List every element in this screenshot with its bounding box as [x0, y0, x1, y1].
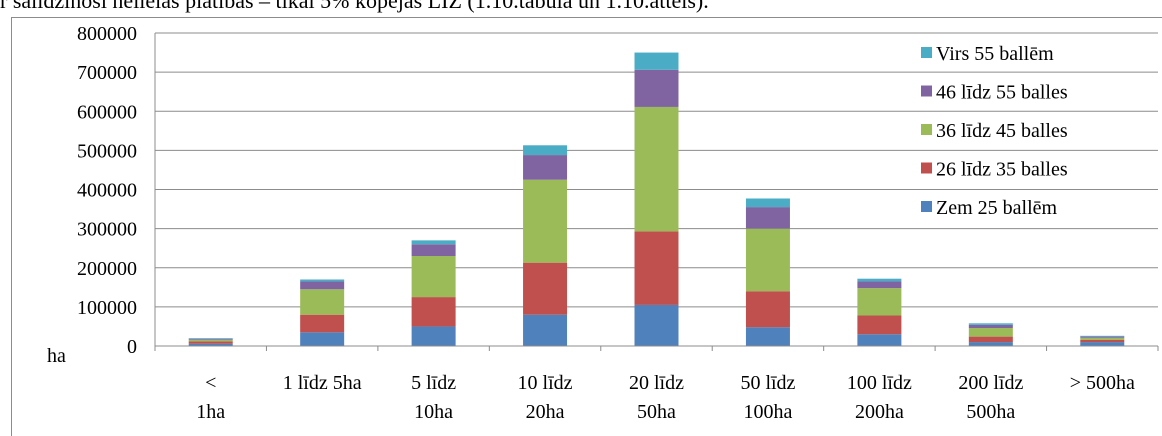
x-tick-label: 500ha [966, 401, 1015, 423]
bar-segment [300, 289, 345, 315]
bar-segment [1080, 336, 1125, 338]
bar-segment [1080, 335, 1125, 337]
x-tick-label: 100ha [743, 401, 792, 423]
legend-swatch [921, 162, 932, 174]
bar-segment [1080, 339, 1125, 343]
y-tick-label: 700000 [77, 62, 137, 84]
y-tick-label: 400000 [77, 180, 137, 202]
y-tick-label: 600000 [77, 101, 137, 123]
x-tick-label: 200 līdz [958, 372, 1023, 394]
bar-segment [188, 338, 233, 340]
bar-segment [411, 244, 456, 257]
bar-segment [411, 297, 456, 327]
bar-segment [523, 145, 568, 156]
y-tick-label: 100000 [77, 297, 137, 319]
bar-segment [745, 198, 790, 208]
bar-segment [968, 342, 1013, 346]
legend-label: 36 līdz 45 balles [936, 120, 1068, 142]
bar-segment [857, 278, 902, 282]
x-tick-label: 50 līdz [740, 372, 795, 394]
x-tick-label: 20ha [526, 401, 565, 423]
bar-segment [300, 281, 345, 290]
bar-segment [857, 281, 902, 289]
legend-swatch [921, 124, 932, 135]
y-tick-label: 300000 [77, 219, 137, 241]
bar-segment [188, 339, 233, 342]
chart-frame [11, 17, 1162, 436]
x-tick-label: 20 līdz [629, 372, 684, 394]
x-tick-label: 1ha [196, 401, 225, 423]
x-tick-label: 10 līdz [518, 372, 573, 394]
caption-text: r salīdzinoši nelielās platības – tikai … [0, 0, 709, 13]
bar-segment [968, 336, 1013, 343]
bar-segment [634, 304, 679, 346]
bar-segment [1080, 342, 1125, 346]
legend-label: Virs 55 ballēm [936, 43, 1054, 65]
x-tick-label: 100 līdz [847, 372, 912, 394]
bar-segment [634, 52, 679, 70]
bar-segment [411, 240, 456, 245]
bar-segment [1080, 337, 1125, 340]
x-tick-label: 5 līdz [411, 372, 456, 394]
bar-segment [745, 207, 790, 229]
axes [154, 33, 1159, 351]
bar-segment [188, 341, 233, 344]
bars [188, 52, 1125, 346]
bar-segment [634, 69, 679, 107]
bar-segment [857, 288, 902, 316]
x-tick-label: < [205, 372, 216, 394]
y-tick-label: 800000 [77, 23, 137, 45]
bar-segment [745, 327, 790, 346]
bar-segment [857, 315, 902, 335]
bar-segment [634, 231, 679, 305]
y-axis-label: ha [47, 345, 66, 367]
bar-segment [968, 324, 1013, 329]
x-tick-label: 10ha [414, 401, 453, 423]
bar-segment [968, 328, 1013, 337]
bar-segment [188, 338, 233, 339]
x-tick-label: 200ha [855, 401, 904, 423]
legend-label: 46 līdz 55 balles [936, 82, 1068, 104]
x-tick-label: > 500ha [1070, 372, 1135, 394]
y-tick-label: 0 [127, 336, 137, 358]
legend-swatch [921, 85, 932, 97]
bar-segment [968, 323, 1013, 325]
bar-segment [188, 343, 233, 346]
y-tick-labels: 0 100000 200000 300000 400000 500000 600000 700… [77, 23, 137, 358]
bar-segment [523, 262, 568, 315]
bar-segment [411, 326, 456, 346]
legend-swatch [921, 47, 932, 58]
bar-segment [300, 314, 345, 333]
bar-segment [857, 334, 902, 346]
y-tick-label: 200000 [77, 258, 137, 280]
x-tick-label: 50ha [637, 401, 676, 423]
x-tick-label: 1 līdz 5ha [283, 372, 362, 394]
bar-segment [300, 279, 345, 282]
bar-segment [411, 256, 456, 298]
bar-segment [745, 291, 790, 328]
bar-segment [523, 179, 568, 263]
legend-label: Zem 25 ballēm [936, 197, 1058, 219]
bar-segment [634, 106, 679, 232]
bar-segment [523, 314, 568, 346]
legend-label: 26 līdz 35 balles [936, 159, 1068, 181]
bar-segment [523, 155, 568, 180]
legend-swatch [921, 201, 932, 212]
x-tick-labels: < 1ha 1 līdz 5ha 5 līdz 10ha 10 līdz 20ha 20 l… [196, 372, 1135, 423]
bar-segment [300, 332, 345, 346]
y-tick-label: 500000 [77, 140, 137, 162]
bar-segment [745, 228, 790, 292]
legend: Virs 55 ballēm 46 līdz 55 balles 36 līdz 4… [921, 43, 1068, 219]
gridlines [155, 32, 1158, 308]
